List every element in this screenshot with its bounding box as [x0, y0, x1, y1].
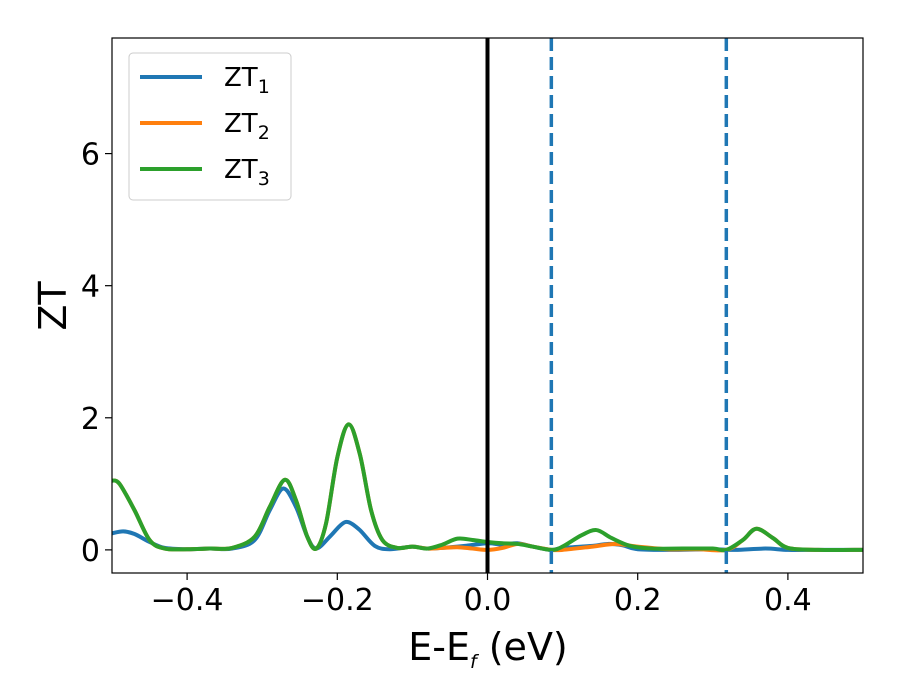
x-tick-label: 0.2	[614, 583, 662, 618]
x-tick-label: 0.0	[464, 583, 512, 618]
y-axis-title: ZT	[31, 281, 75, 331]
x-tick-label: 0.4	[764, 583, 812, 618]
x-tick-label: −0.2	[301, 583, 374, 618]
x-axis-title-subscript: f	[470, 651, 480, 673]
series-line-zt3	[112, 422, 863, 553]
y-tick-label: 2	[81, 402, 100, 437]
x-axis-title-unit: (eV)	[477, 625, 568, 669]
legend-label-zt2: ZT2	[224, 109, 270, 144]
x-axis-title: E-Ef (eV)	[408, 625, 568, 673]
legend-label-zt1: ZT1	[224, 63, 270, 98]
x-axis-title-main: E-E	[408, 625, 470, 669]
y-tick-label: 6	[81, 138, 100, 173]
x-tick-label: −0.4	[151, 583, 224, 618]
legend-label-zt3: ZT3	[224, 155, 270, 190]
series-layer	[112, 422, 863, 553]
y-tick-label: 4	[81, 270, 100, 305]
x-axis-ticks: −0.4 −0.2 0.0 0.2 0.4	[151, 573, 812, 618]
legend: ZT1 ZT2 ZT3	[128, 52, 292, 201]
legend-entries: ZT1 ZT2 ZT3	[140, 63, 270, 190]
reference-lines	[485, 38, 729, 573]
y-axis-ticks: 0 2 4 6	[81, 138, 112, 569]
y-tick-label: 0	[81, 534, 100, 569]
legend-box	[128, 52, 292, 201]
